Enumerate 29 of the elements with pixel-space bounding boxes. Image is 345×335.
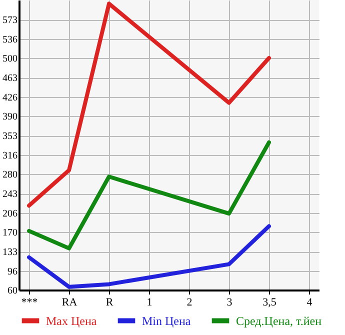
legend-label: Max Цена: [46, 314, 98, 328]
y-tick-label: 133: [2, 247, 18, 258]
y-tick-label: 316: [2, 150, 18, 162]
line-series: [27, 2, 271, 208]
legend-label: Сред.Цена, т.йен: [236, 314, 322, 328]
x-tick-label: 3: [226, 296, 233, 308]
y-tick-label: 60: [8, 286, 18, 296]
x-tick-label: 4: [306, 296, 313, 308]
y-tick-label: 206: [2, 208, 18, 220]
legend-label: Min Цена: [142, 314, 192, 328]
line-series: [27, 224, 271, 289]
x-tick-label: 3,5: [262, 296, 277, 308]
y-tick-label: 170: [2, 228, 18, 238]
y-tick-label: 426: [2, 92, 18, 104]
y-tick-label: 536: [2, 34, 18, 46]
y-tick-label: 573: [2, 15, 18, 26]
y-tick-label: 353: [2, 131, 18, 142]
x-tick-label: RA: [62, 296, 78, 308]
y-tick-label: 500: [2, 54, 18, 64]
y-tick-label: 243: [2, 189, 18, 200]
y-tick-label: 280: [2, 170, 18, 180]
x-tick-label: 1: [146, 296, 152, 308]
x-tick-label: R: [106, 296, 114, 308]
x-tick-label: ***: [21, 296, 38, 308]
x-tick-label: 2: [186, 296, 192, 308]
y-tick-label: 96: [8, 266, 18, 278]
y-tick-label: 390: [2, 112, 18, 122]
line-series: [27, 140, 271, 250]
y-tick-label: 463: [2, 73, 18, 84]
